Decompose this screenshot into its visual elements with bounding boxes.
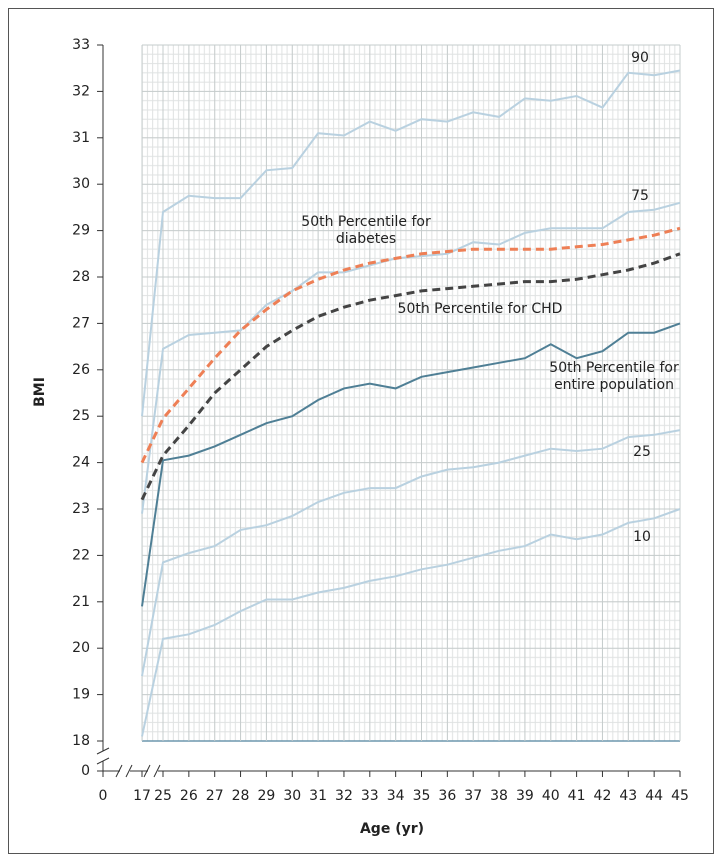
minor-grid: [142, 45, 680, 741]
y-tick-label: 20: [72, 640, 90, 656]
x-tick-label: 40: [542, 788, 560, 804]
series-label: 50th Percentile for diabetes: [301, 214, 431, 247]
y-tick-label: 29: [72, 223, 90, 239]
series-label: 90: [631, 50, 649, 66]
series-line: [140, 252, 681, 501]
y-tick-label: 32: [72, 83, 90, 99]
y-tick-label: 30: [72, 176, 90, 192]
y-tick-label: 22: [72, 547, 90, 563]
y-tick-label: 18: [72, 733, 90, 749]
y-tick-label: 26: [72, 362, 90, 378]
axis-break: [96, 747, 161, 778]
x-tick-label: 38: [490, 788, 508, 804]
series-line: [141, 429, 681, 677]
x-tick-label: 28: [232, 788, 250, 804]
series-label: 50th Percentile for CHD: [397, 301, 563, 317]
x-tick-label: 33: [361, 788, 379, 804]
y-tick-label: 0: [81, 763, 90, 779]
x-tick-label: 29: [257, 788, 275, 804]
y-tick-label: 28: [72, 269, 90, 285]
x-tick-label: 45: [671, 788, 689, 804]
series-label: 10: [633, 529, 651, 545]
y-tick-label: 33: [72, 37, 90, 53]
frame: [8, 8, 714, 854]
y-axis-title: BMI: [32, 377, 48, 407]
y-tick-label: 19: [72, 687, 90, 703]
x-tick-label: 17: [133, 788, 151, 804]
y-tick-label: 21: [72, 594, 90, 610]
x-tick-label: 34: [387, 788, 405, 804]
series-label: 75: [631, 188, 649, 204]
x-tick-label: 26: [180, 788, 198, 804]
x-tick-label: 42: [594, 788, 612, 804]
x-tick-label: 36: [438, 788, 456, 804]
series-line: [141, 69, 681, 417]
x-tick-label: 25: [154, 788, 172, 804]
y-tick-label: 24: [72, 455, 90, 471]
series-line: [141, 508, 681, 737]
x-tick-label: 35: [413, 788, 431, 804]
x-tick-label: 27: [206, 788, 224, 804]
x-tick-label: 31: [309, 788, 327, 804]
x-tick-label: 0: [99, 788, 108, 804]
y-tick-label: 31: [72, 130, 90, 146]
series-line: [140, 226, 681, 464]
y-tick-label: 27: [72, 315, 90, 331]
y-tick-label: 25: [72, 408, 90, 424]
x-tick-label: 37: [464, 788, 482, 804]
series-line: [141, 322, 681, 607]
x-tick-label: 39: [516, 788, 534, 804]
x-axis-title: Age (yr): [360, 821, 424, 837]
y-tick-label: 23: [72, 501, 90, 517]
x-tick-label: 44: [645, 788, 663, 804]
series-label: 50th Percentile for entire population: [549, 360, 679, 393]
x-tick-label: 30: [283, 788, 301, 804]
x-tick-label: 43: [619, 788, 637, 804]
series-label: 25: [633, 444, 651, 460]
x-tick-label: 32: [335, 788, 353, 804]
x-tick-label: 41: [568, 788, 586, 804]
